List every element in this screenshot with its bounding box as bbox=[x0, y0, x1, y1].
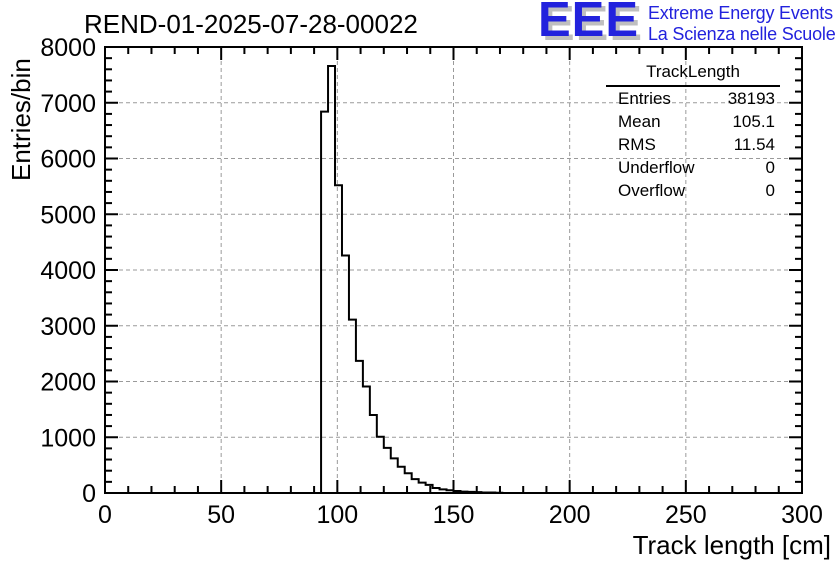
stats-row-mean: Mean 105.1 bbox=[606, 110, 780, 133]
y-tick-label: 3000 bbox=[40, 313, 96, 341]
y-axis-title: Entries/bin bbox=[6, 58, 36, 181]
stats-label: Underflow bbox=[618, 158, 695, 177]
y-tick-label: 0 bbox=[82, 480, 96, 508]
y-tick-label: 1000 bbox=[40, 424, 96, 452]
stats-label: Mean bbox=[618, 112, 661, 131]
stats-label: Overflow bbox=[618, 181, 686, 200]
eee-logo: EEE Extreme Energy Events La Scienza nel… bbox=[538, 0, 836, 50]
eee-logo-line1: Extreme Energy Events bbox=[648, 3, 833, 23]
stats-row-overflow: Overflow 0 bbox=[606, 179, 780, 202]
x-tick-label: 50 bbox=[207, 501, 235, 529]
stats-box: TrackLength Entries 38193 Mean 105.1 RMS… bbox=[606, 62, 780, 202]
x-tick-label: 250 bbox=[665, 501, 707, 529]
y-tick-label: 4000 bbox=[40, 257, 96, 285]
stats-value: 0 bbox=[765, 181, 775, 200]
stats-label: RMS bbox=[618, 135, 656, 154]
y-tick-label: 2000 bbox=[40, 369, 96, 397]
x-tick-label: 100 bbox=[316, 501, 358, 529]
x-axis-title: Track length [cm] bbox=[632, 530, 831, 560]
y-tick-label: 6000 bbox=[40, 146, 96, 174]
y-tick-label: 7000 bbox=[40, 90, 96, 118]
stats-label: Entries bbox=[618, 89, 671, 108]
x-tick-label: 0 bbox=[98, 501, 112, 529]
stats-value: 105.1 bbox=[732, 112, 775, 131]
stats-value: 38193 bbox=[727, 89, 775, 108]
x-tick-label: 300 bbox=[781, 501, 823, 529]
plot-title: REND-01-2025-07-28-00022 bbox=[84, 9, 418, 39]
eee-logo-acronym: EEE bbox=[538, 0, 640, 47]
stats-row-underflow: Underflow 0 bbox=[606, 156, 780, 179]
eee-logo-line2: La Scienza nelle Scuole bbox=[648, 24, 836, 44]
stats-row-entries: Entries 38193 bbox=[606, 87, 780, 110]
y-tick-label: 8000 bbox=[40, 34, 96, 62]
stats-title: TrackLength bbox=[606, 62, 780, 87]
stats-value: 0 bbox=[765, 158, 775, 177]
y-tick-label: 5000 bbox=[40, 201, 96, 229]
x-tick-label: 200 bbox=[549, 501, 591, 529]
x-tick-label: 150 bbox=[433, 501, 475, 529]
stats-value: 11.54 bbox=[733, 135, 775, 154]
stats-row-rms: RMS 11.54 bbox=[606, 133, 780, 156]
